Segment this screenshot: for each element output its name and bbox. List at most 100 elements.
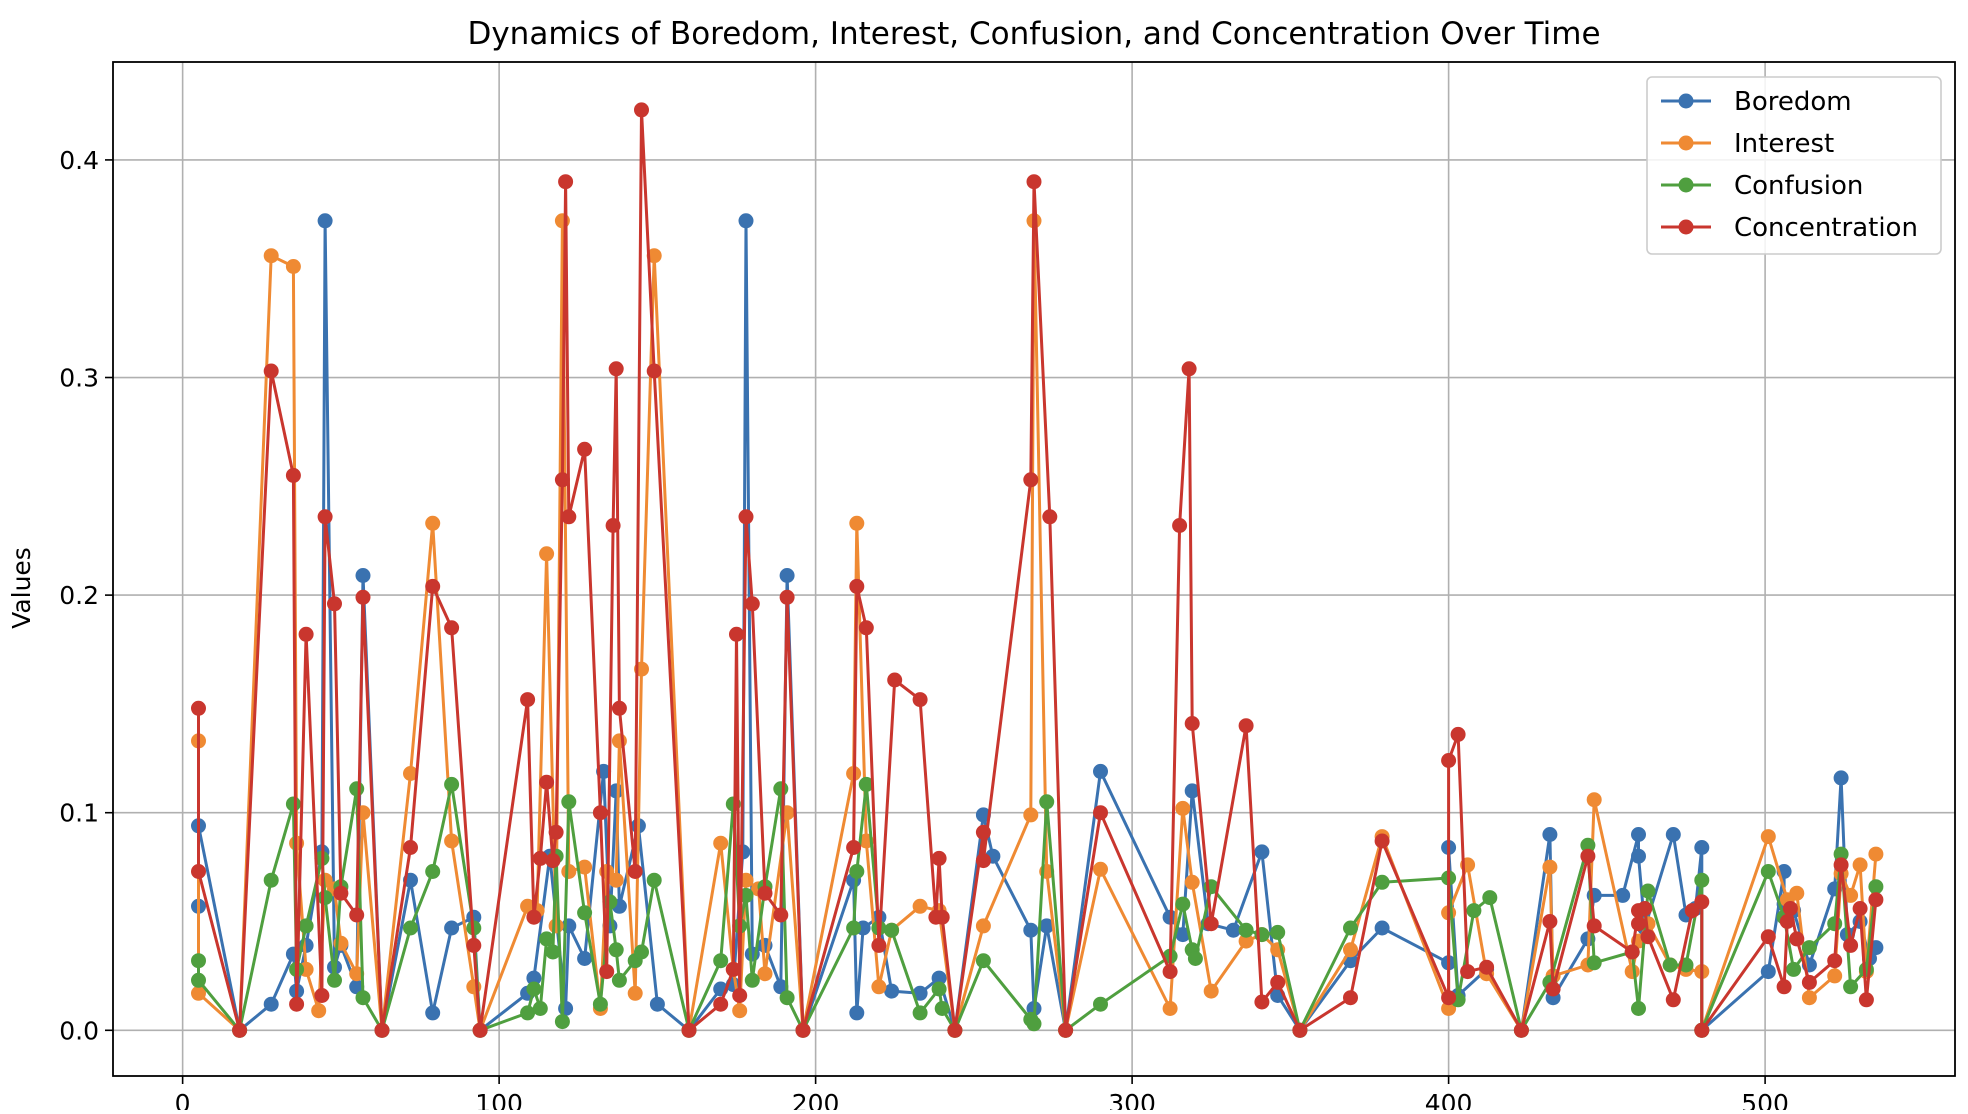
data-point (1093, 996, 1108, 1012)
data-point (526, 970, 542, 986)
data-point (561, 864, 577, 879)
data-point (1789, 885, 1805, 901)
data-point (1479, 959, 1495, 975)
data-point (884, 983, 900, 999)
data-point (846, 840, 862, 855)
x-tick-label: 100 (475, 1089, 523, 1110)
data-point (681, 1022, 697, 1038)
data-point (403, 766, 418, 781)
data-point (263, 996, 279, 1012)
legend-item: Boredom (1661, 87, 1852, 117)
data-point (545, 853, 561, 869)
data-point (732, 1003, 748, 1019)
data-point (1039, 794, 1055, 810)
data-point (1162, 964, 1178, 980)
data-point (1665, 992, 1681, 1008)
data-point (884, 922, 900, 938)
data-point (887, 672, 903, 688)
data-point (975, 824, 991, 840)
data-point (1175, 800, 1191, 816)
data-point (1868, 892, 1884, 908)
data-point (1374, 920, 1390, 936)
data-point (1760, 829, 1776, 845)
data-point (444, 833, 460, 849)
data-point (1586, 955, 1602, 971)
data-point (355, 589, 371, 605)
data-point (725, 961, 741, 977)
data-point (1827, 968, 1843, 984)
data-point (548, 918, 564, 934)
data-point (729, 626, 744, 642)
data-point (1042, 509, 1058, 525)
data-point (646, 872, 662, 888)
data-point (1225, 922, 1241, 938)
data-point (849, 578, 865, 594)
data-point (1343, 920, 1358, 936)
data-point (577, 951, 593, 966)
data-point (1662, 957, 1678, 973)
data-point (191, 864, 206, 879)
legend-label: Confusion (1734, 171, 1863, 201)
legend-label: Boredom (1734, 87, 1852, 117)
data-point (1450, 726, 1466, 742)
data-point (975, 853, 991, 869)
data-point (298, 918, 314, 934)
data-point (1801, 990, 1817, 1006)
data-point (561, 794, 577, 810)
data-point (1238, 718, 1254, 734)
data-point (289, 996, 305, 1012)
data-point (1292, 1022, 1308, 1038)
data-point (355, 990, 371, 1006)
legend-box (1646, 76, 1942, 255)
data-point (425, 1005, 441, 1021)
data-point (1254, 844, 1270, 860)
data-point (327, 596, 342, 612)
data-point (608, 942, 624, 958)
data-point (374, 1022, 390, 1038)
data-point (592, 805, 608, 821)
data-point (1801, 974, 1817, 990)
data-point (425, 864, 441, 879)
data-point (349, 966, 365, 982)
data-point (263, 363, 279, 379)
data-point (1631, 848, 1646, 864)
data-point (1374, 874, 1390, 890)
data-point (1694, 840, 1710, 855)
data-point (285, 467, 301, 483)
legend-label: Interest (1734, 129, 1834, 159)
data-point (561, 509, 577, 525)
data-point (744, 972, 760, 988)
data-point (846, 920, 862, 936)
data-point (646, 363, 662, 379)
data-point (526, 909, 542, 925)
data-point (1858, 961, 1874, 977)
data-point (520, 1005, 536, 1021)
data-point (1827, 916, 1843, 932)
data-point (1023, 807, 1039, 823)
data-point (1181, 361, 1197, 377)
data-point (849, 864, 865, 879)
data-point (912, 985, 928, 1001)
data-point (912, 898, 928, 914)
x-tick-label: 200 (792, 1089, 840, 1110)
data-point (1172, 518, 1188, 533)
data-point (1026, 1016, 1042, 1032)
data-point (1615, 887, 1631, 903)
data-point (1852, 857, 1868, 873)
data-point (975, 918, 991, 934)
data-point (191, 972, 206, 988)
data-point (1542, 859, 1558, 875)
data-point (333, 885, 349, 901)
data-point (611, 972, 627, 988)
data-point (558, 174, 574, 190)
data-point (444, 620, 460, 636)
data-point (934, 1001, 950, 1016)
data-point (1631, 1001, 1646, 1016)
data-point (779, 589, 795, 605)
data-point (1093, 805, 1108, 821)
data-point (1827, 953, 1843, 969)
data-point (1843, 937, 1859, 953)
data-point (425, 578, 441, 594)
data-point (773, 781, 789, 797)
data-point (1482, 890, 1498, 906)
